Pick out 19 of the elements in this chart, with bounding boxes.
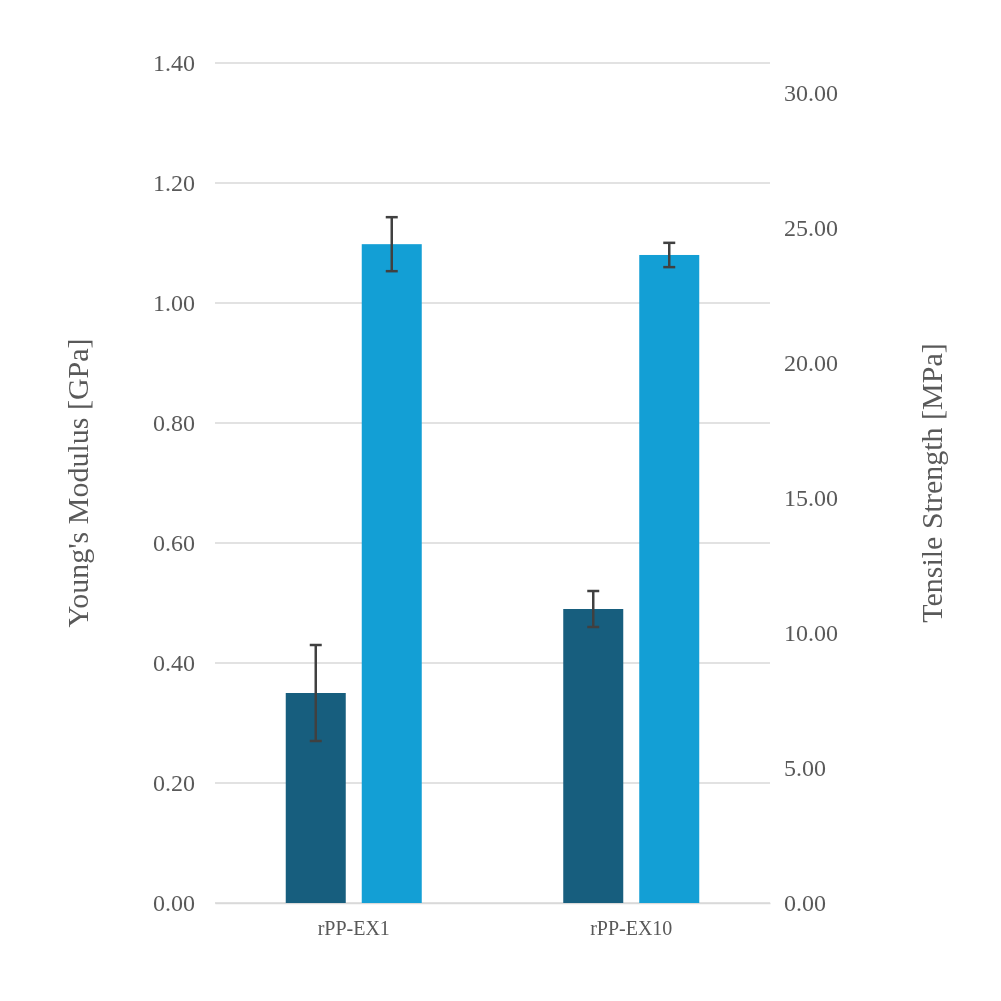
y-tick-label: 1.00 xyxy=(153,290,195,317)
y-tick-label: 0.20 xyxy=(153,770,195,797)
y-axis-title: Young's Modulus [GPa] xyxy=(61,338,94,628)
y-tick-label: 0.40 xyxy=(153,650,195,677)
y-tick-label: 1.20 xyxy=(153,170,195,197)
y-tick-label: 1.40 xyxy=(153,50,195,77)
y2-tick-label: 15.00 xyxy=(784,485,838,512)
y2-tick-label: 0.00 xyxy=(784,890,826,917)
y2-axis-title: Tensile Strength [MPa] xyxy=(915,343,948,623)
y-tick-label: 0.60 xyxy=(153,530,195,557)
y2-tick-label: 20.00 xyxy=(784,350,838,377)
x-tick-label: rPP-EX1 xyxy=(317,917,390,940)
y2-tick-label: 5.00 xyxy=(784,755,826,782)
x-tick-label: rPP-EX10 xyxy=(590,917,673,940)
y-tick-label: 0.80 xyxy=(153,410,195,437)
y2-tick-label: 10.00 xyxy=(784,620,838,647)
y-tick-label: 0.00 xyxy=(153,890,195,917)
y2-tick-label: 25.00 xyxy=(784,215,838,242)
y2-tick-label: 30.00 xyxy=(784,80,838,107)
